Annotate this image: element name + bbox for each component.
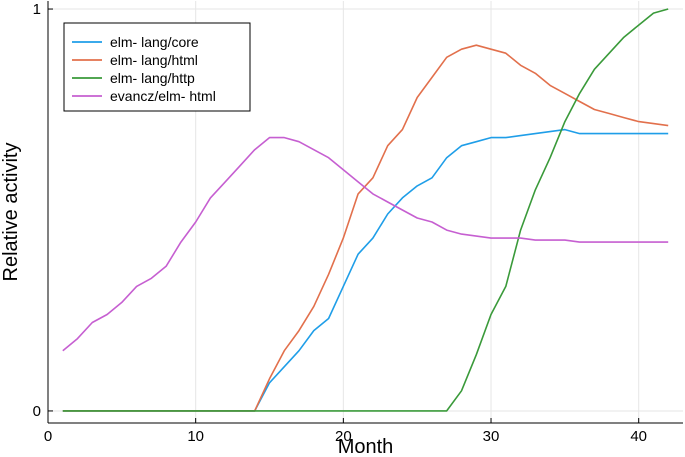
series-line-2 xyxy=(62,8,669,412)
y-tick-label: 1 xyxy=(33,1,41,18)
x-tick-label: 30 xyxy=(483,428,500,445)
y-tick-label: 0 xyxy=(33,403,41,420)
series-line-0 xyxy=(62,128,669,412)
series-line-3 xyxy=(62,136,669,352)
legend-entry-1: elm- lang/html xyxy=(110,52,198,68)
x-tick-label: 0 xyxy=(44,428,52,445)
series-lines xyxy=(62,8,669,412)
legend-entry-3: evancz/elm- html xyxy=(110,88,216,104)
legend: elm- lang/core elm- lang/html elm- lang/ht… xyxy=(63,22,251,112)
axes xyxy=(47,1,683,424)
y-axis-title: Relative activity xyxy=(0,143,22,282)
legend-entry-2: elm- lang/http xyxy=(110,70,195,86)
x-tick-label: 10 xyxy=(187,428,204,445)
x-tick-label: 40 xyxy=(630,428,647,445)
x-tick-label: 20 xyxy=(335,428,352,445)
tick-labels: 0 10 20 30 40 0 1 xyxy=(33,1,647,445)
x-axis-title: Month xyxy=(338,436,394,457)
legend-entry-0: elm- lang/core xyxy=(110,34,199,50)
